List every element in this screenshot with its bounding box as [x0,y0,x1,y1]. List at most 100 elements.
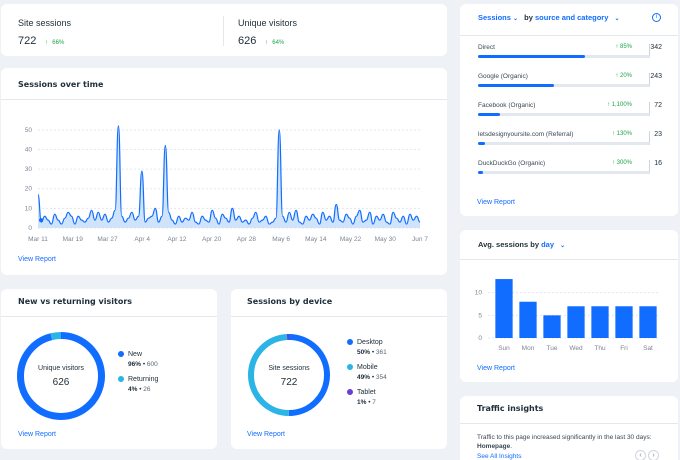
site-sessions-kpi: 722 ↑ 66% [18,31,64,49]
legend-name: New [128,351,143,358]
legend-pct: 4% [128,386,138,393]
bar-sun[interactable] [495,279,513,338]
legend-name: Desktop [357,339,383,346]
sessions-by-source-title: Sessions ⌄ by source and category ⌄ [478,13,620,22]
legend-name: Mobile [357,364,378,371]
bar-tue[interactable] [543,315,561,338]
x-tick-label: Mar 19 [63,236,84,243]
see-all-insights-link[interactable]: See All Insights [477,453,522,460]
x-tick-label: Apr 20 [202,236,222,243]
x-tick-label: Mon [522,345,535,352]
divider [649,73,650,87]
source-name: letsdesignyoursite.com (Referral) [478,131,574,138]
trend-up-icon: ↑ [606,102,610,108]
kpi-card: Site sessions 722 ↑ 66% Unique visitors … [1,4,447,56]
bar-wed[interactable] [567,306,585,338]
chevron-down-icon[interactable]: ⌄ [513,16,519,22]
slice-new[interactable] [17,332,105,420]
legend-item-returning: Returning 4% • 26 [118,376,158,393]
source-bar-fill [478,142,486,145]
sessions-by-device-card: Sessions by device Site sessions 722 Des… [231,289,447,449]
avg-sessions-card: Avg. sessions by day ⌄ 0 5 10 Sun Mon Tue Wed T… [460,230,678,382]
x-tick-label: Apr 4 [134,236,150,243]
source-bar-track [478,142,650,145]
source-name: Google (Organic) [478,73,528,80]
data-point[interactable] [39,218,43,223]
site-sessions-value: 722 [18,35,37,47]
bar-sat[interactable] [639,306,657,338]
bar-fri[interactable] [615,306,633,338]
unique-visitors-value: 626 [238,35,257,47]
source-bar-track [478,84,650,87]
chevron-down-icon[interactable]: ⌄ [560,243,566,249]
source-change: ↑ 20% [615,73,632,79]
source-row[interactable]: Direct ↑ 85% 342 [478,44,664,70]
divider [649,44,650,58]
chevron-down-icon[interactable]: ⌄ [614,16,620,22]
source-value: 342 [650,44,662,51]
legend-count: 26 [143,386,151,393]
metric-dropdown[interactable]: Sessions [478,13,511,22]
prev-arrow-icon[interactable]: ‹ [635,450,646,460]
bar-thu[interactable] [591,306,609,338]
info-icon[interactable]: i [652,13,661,22]
source-row[interactable]: letsdesignyoursite.com (Referral) ↑ 130% 2… [478,131,664,157]
x-tick-label: Sat [643,345,653,352]
avg-sessions-title: Avg. sessions by day ⌄ [478,240,565,249]
x-tick-label: Jun 7 [412,236,428,243]
slice-tablet[interactable] [248,334,330,416]
legend-dot [347,339,353,346]
source-name: Facebook (Organic) [478,102,536,109]
sessions-over-time-title: Sessions over time [18,80,104,89]
x-tick-label: Fri [620,345,628,352]
day-dropdown[interactable]: day [541,240,555,249]
legend-pct: 1% [357,399,367,406]
source-row[interactable]: DuckDuckGo (Organic) ↑ 300% 16 [478,160,664,186]
source-row[interactable]: Facebook (Organic) ↑ 1,100% 72 [478,102,664,128]
x-tick-label: May 30 [375,236,397,243]
view-report-link[interactable]: View Report [18,431,57,438]
x-tick-label: Sun [498,345,510,352]
view-report-link[interactable]: View Report [18,256,57,263]
x-tick-label: Tue [547,345,558,352]
title-by: by [524,13,533,22]
source-row[interactable]: Google (Organic) ↑ 20% 243 [478,73,664,99]
donut-center-value: 626 [52,377,70,388]
legend-pct: 96% [128,361,142,368]
trend-up-icon: ↑ [615,44,619,50]
source-value: 16 [654,160,662,167]
source-bar-fill [478,84,554,87]
site-sessions-label: Site sessions [18,18,72,28]
donut-center-label: Unique visitors [38,365,84,372]
trend-up-icon: ↑ [44,40,48,46]
avg-sessions-bar-chart: 0 5 10 Sun Mon Tue Wed Thu Fri Sat [475,279,660,352]
dimension-dropdown[interactable]: source and category [535,13,609,22]
source-change: ↑ 1,100% [606,102,632,108]
legend-item-desktop: Desktop 50% • 361 [347,339,387,356]
sessions-by-device-donut [248,334,330,416]
donut-center-value: 722 [280,377,298,388]
slice-returning[interactable] [17,332,105,420]
next-arrow-icon[interactable]: › [648,450,659,460]
source-change: ↑ 130% [611,131,632,137]
y-tick-label: 20 [25,186,33,193]
divider [460,423,678,424]
insight-text: Traffic to this page increased significa… [477,434,652,441]
source-name: Direct [478,44,495,51]
legend-count: 7 [372,399,376,406]
x-tick-label: Apr 28 [237,236,257,243]
y-tick-label: 30 [25,166,33,173]
x-tick-label: May 22 [340,236,362,243]
view-report-link[interactable]: View Report [247,431,286,438]
y-tick-label: 40 [25,146,33,153]
series-line [37,125,421,225]
unique-visitors-change: 64% [272,40,285,46]
bar-mon[interactable] [519,301,537,338]
unique-visitors-label: Unique visitors [238,18,298,28]
insight-page: Homepage [477,443,511,450]
y-tick-label: 5 [478,312,482,319]
x-tick-label: Wed [569,345,583,352]
view-report-link[interactable]: View Report [477,365,516,372]
slice-mobile[interactable] [248,334,330,416]
view-report-link[interactable]: View Report [477,199,516,206]
